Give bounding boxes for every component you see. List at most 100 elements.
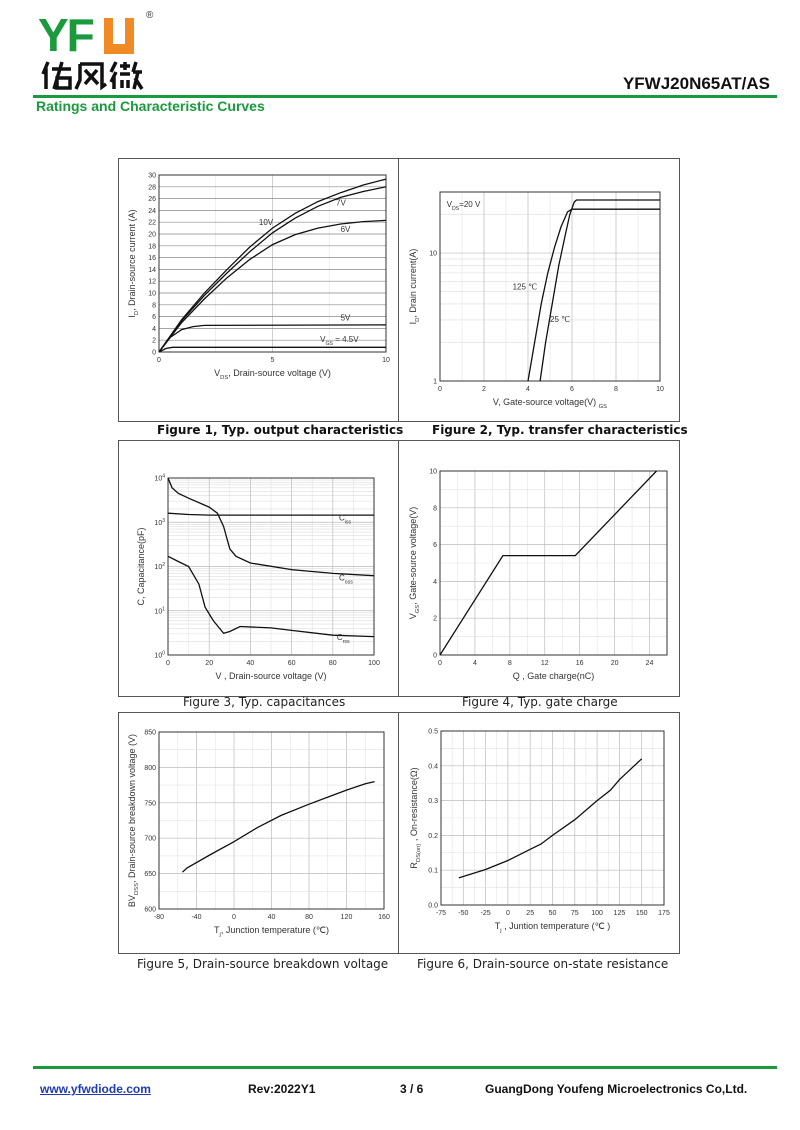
y-tick-label: 0.5 xyxy=(428,729,438,736)
footer-revision: Rev:2022Y1 xyxy=(248,1082,316,1096)
y-tick-label: 2 xyxy=(433,616,437,623)
y-tick-label: 8 xyxy=(433,505,437,512)
document-title: YFWJ20N65AT/AS xyxy=(622,74,770,93)
x-tick-label: 16 xyxy=(576,660,584,667)
x-tick-label: 0 xyxy=(232,914,236,921)
x-tick-label: 4 xyxy=(526,386,530,393)
x-tick-label: -75 xyxy=(436,910,446,917)
y-tick-label: 100 xyxy=(154,651,165,660)
plot-frame xyxy=(440,730,665,906)
figure-2-chart: 0 2 4 6 8 10 1 10 VDS=20 V 125 ℃ 25 ℃ V, Gate-sourc… xyxy=(408,191,664,410)
y-axis-label: C, Capacitance(pF) xyxy=(136,527,146,605)
x-tick-label: 0 xyxy=(157,357,161,364)
y-axis-label: BVDSS, Drain-source breakdown voltage (V… xyxy=(127,734,140,907)
x-tick-label: 20 xyxy=(205,660,213,667)
series-line-Ciss xyxy=(167,512,374,516)
x-tick-label: 6 xyxy=(570,386,574,393)
x-tick-label: 25 xyxy=(526,910,534,917)
x-tick-label: 80 xyxy=(329,660,337,667)
x-tick-label: 160 xyxy=(378,914,390,921)
figure-row-3-frame xyxy=(118,712,680,954)
footer-company: GuangDong Youfeng Microelectronics Co,Lt… xyxy=(485,1082,748,1096)
figure-5-chart: -80 -40 0 40 80 120 160 600 650 700 750 800 850 Tj, J… xyxy=(127,730,390,939)
x-axis-label: Tj, Junction temperature (℃) xyxy=(214,925,329,938)
x-tick-label: -40 xyxy=(191,914,201,921)
x-tick-label: 8 xyxy=(614,386,618,393)
curve-label: VDS=20 V xyxy=(447,200,481,212)
y-tick-label: 14 xyxy=(148,267,156,274)
y-tick-label: 103 xyxy=(154,518,165,527)
y-tick-label: 26 xyxy=(148,196,156,203)
y-tick-label: 2 xyxy=(152,338,156,345)
figure-row-2-divider xyxy=(398,440,399,696)
x-tick-label: 10 xyxy=(382,357,390,364)
figure-5-caption: Figure 5, Drain-source breakdown voltage xyxy=(137,957,389,971)
y-tick-label: 0.3 xyxy=(428,798,438,805)
y-tick-label: 1 xyxy=(433,379,437,386)
plot-frame xyxy=(439,191,661,382)
y-tick-label: 0 xyxy=(152,350,156,357)
x-tick-label: 120 xyxy=(341,914,353,921)
logo: YF xyxy=(38,9,95,61)
series-line-Crss xyxy=(167,555,375,638)
x-tick-label: 175 xyxy=(658,910,670,917)
x-tick-label: 100 xyxy=(591,910,603,917)
plot-frame xyxy=(167,477,375,656)
y-tick-label: 650 xyxy=(144,871,156,878)
curve-label: Coss xyxy=(339,574,353,586)
y-tick-label: 800 xyxy=(144,765,156,772)
y-tick-label: 18 xyxy=(148,243,156,250)
x-axis-label: V, Gate-source voltage(V) GS xyxy=(493,397,607,410)
footer-website: www.yfwdiode.com xyxy=(40,1082,151,1096)
figure-row-2-frame xyxy=(118,440,680,697)
series-line-5V xyxy=(158,324,387,353)
website-link[interactable]: www.yfwdiode.com xyxy=(40,1082,151,1096)
y-tick-label: 750 xyxy=(144,800,156,807)
series-line xyxy=(181,780,375,873)
y-tick-label: 104 xyxy=(154,474,165,483)
x-tick-label: 40 xyxy=(268,914,276,921)
y-tick-label: 20 xyxy=(148,232,156,239)
x-tick-label: 2 xyxy=(482,386,486,393)
series-line-125- xyxy=(527,208,660,382)
figure-1-chart: 0 5 1002468101214161820222426283010V7V6V5V… xyxy=(127,173,390,382)
x-tick-label: 50 xyxy=(549,910,557,917)
x-tick-label: 12 xyxy=(541,660,549,667)
plot-frame xyxy=(439,470,668,656)
figure-row-3-divider xyxy=(398,712,399,953)
x-tick-label: -50 xyxy=(458,910,468,917)
x-tick-label: 0 xyxy=(506,910,510,917)
series-line-VGS-4.5V xyxy=(158,346,386,353)
x-tick-label: 0 xyxy=(438,660,442,667)
y-tick-label: 10 xyxy=(148,291,156,298)
y-tick-label: 22 xyxy=(148,220,156,227)
x-tick-label: 24 xyxy=(646,660,654,667)
series-line-25- xyxy=(539,199,660,382)
figure-row-1-frame xyxy=(118,158,680,422)
y-tick-label: 10 xyxy=(429,469,437,476)
footer-page-number: 3 / 6 xyxy=(400,1082,424,1096)
y-tick-label: 4 xyxy=(433,579,437,586)
curve-label: 25 ℃ xyxy=(550,315,570,324)
y-tick-label: 8 xyxy=(152,302,156,309)
x-tick-label: 0 xyxy=(166,660,170,667)
x-tick-label: 20 xyxy=(611,660,619,667)
curve-label: 5V xyxy=(341,314,351,323)
y-tick-label: 101 xyxy=(154,606,165,615)
series-line-10V xyxy=(158,178,387,353)
x-tick-label: 150 xyxy=(636,910,648,917)
figure-3-chart: 0 20 40 60 80 100 100 101 102 103 104 Ciss Coss Crss V… xyxy=(136,474,380,682)
curve-label: 6V xyxy=(341,225,351,234)
curve-label: 10V xyxy=(259,218,274,227)
y-tick-label: 10 xyxy=(429,251,437,258)
x-tick-label: -25 xyxy=(481,910,491,917)
figure-6-caption: Figure 6, Drain-source on-state resistan… xyxy=(417,957,669,971)
curve-label: Ciss xyxy=(339,513,352,525)
plot-frame xyxy=(158,174,387,353)
series-line xyxy=(439,470,657,656)
y-tick-label: 0.2 xyxy=(428,833,438,840)
y-axis-label: VGS, Gate-source voltage(V) xyxy=(408,507,421,620)
x-axis-label: V , Drain-source voltage (V) xyxy=(215,671,326,681)
x-tick-label: -80 xyxy=(154,914,164,921)
x-axis-label: Q , Gate charge(nC) xyxy=(513,671,595,681)
